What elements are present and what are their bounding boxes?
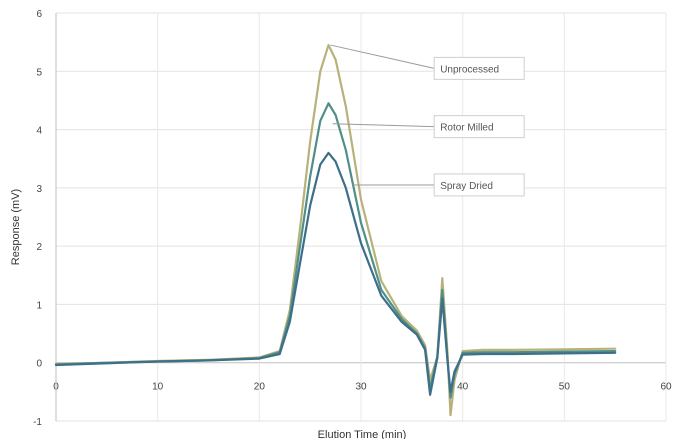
grid-layer bbox=[55, 12, 667, 422]
y-tick-label: 6 bbox=[36, 9, 42, 20]
annotation-label: Spray Dried bbox=[440, 181, 493, 192]
annotation-label: Rotor Milled bbox=[440, 123, 493, 134]
y-tick-label: 2 bbox=[36, 242, 42, 253]
axis-layer: -101234560102030405060 bbox=[33, 9, 672, 428]
annotation-box bbox=[433, 115, 525, 139]
y-tick-label: 0 bbox=[36, 359, 42, 370]
series-layer bbox=[54, 43, 617, 417]
series-line-unprocessed bbox=[54, 43, 617, 417]
x-tick-label: 50 bbox=[559, 382, 571, 393]
y-tick-label: 3 bbox=[36, 184, 42, 195]
y-tick-label: -1 bbox=[33, 417, 42, 428]
x-axis-label: Elution Time (min) bbox=[318, 429, 407, 439]
x-tick-label: 30 bbox=[355, 382, 367, 393]
annotation-label: Unprocessed bbox=[440, 64, 499, 75]
x-tick-label: 40 bbox=[457, 382, 469, 393]
annotation-box bbox=[433, 56, 525, 80]
annotation-box bbox=[433, 173, 525, 197]
series-line-spray-dried bbox=[54, 151, 617, 396]
x-tick-label: 20 bbox=[254, 382, 266, 393]
x-tick-label: 60 bbox=[660, 382, 672, 393]
annotation-layer: Unprocessed Rotor Milled Spray Dried bbox=[330, 44, 525, 197]
annotation-leader-line bbox=[330, 44, 435, 69]
annotation-leader-line bbox=[332, 123, 435, 128]
y-tick-label: 5 bbox=[36, 67, 42, 78]
y-axis-label: Response (mV) bbox=[10, 189, 22, 265]
y-tick-label: 1 bbox=[36, 300, 42, 311]
y-tick-label: 4 bbox=[36, 126, 42, 137]
x-tick-label: 10 bbox=[152, 382, 164, 393]
